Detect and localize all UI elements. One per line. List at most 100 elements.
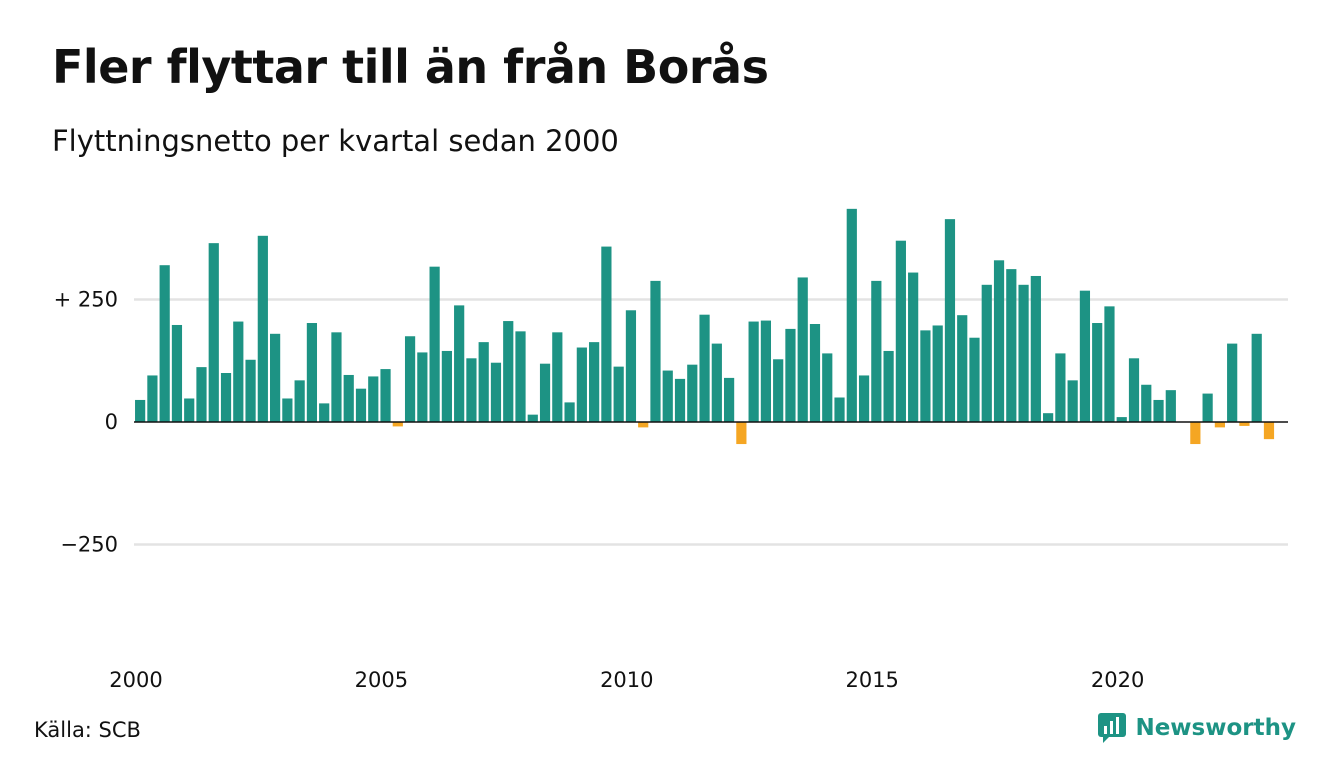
bar-positive: [429, 266, 440, 422]
bar-negative: [392, 422, 403, 427]
bar-positive: [208, 243, 219, 422]
bar-positive: [748, 321, 759, 422]
bar-negative: [1214, 422, 1225, 428]
bar-positive: [589, 342, 600, 422]
chart-title: Fler flyttar till än från Borås: [52, 40, 769, 94]
bar-positive: [564, 402, 575, 422]
bar-positive: [343, 374, 354, 422]
bar-positive: [834, 397, 845, 422]
bar-positive: [773, 359, 784, 422]
bar-positive: [539, 363, 551, 422]
bar-positive: [932, 325, 943, 422]
bar-positive: [1128, 358, 1140, 422]
y-tick-label: 0: [105, 410, 118, 434]
bar-positive: [490, 362, 502, 422]
newsworthy-logo-icon: [1098, 713, 1127, 743]
bar-positive: [944, 219, 956, 422]
bar-positive: [699, 314, 710, 422]
bar-series: [135, 208, 1275, 445]
bar-negative: [638, 422, 649, 428]
source-note: Källa: SCB: [34, 718, 141, 742]
bar-chart: + 250 0 −250 2000 2005 2010 2015 2020: [54, 208, 1288, 692]
bar-positive: [1030, 275, 1041, 422]
bar-positive: [858, 375, 870, 422]
bar-positive: [1251, 333, 1262, 422]
bar-negative: [1239, 422, 1250, 426]
bar-positive: [135, 399, 146, 422]
chart-subtitle: Flyttningsnetto per kvartal sedan 2000: [52, 124, 619, 158]
bar-positive: [270, 333, 281, 422]
bar-positive: [1153, 399, 1164, 422]
bar-positive: [576, 347, 587, 422]
bar-positive: [294, 380, 305, 422]
bar-positive: [1141, 384, 1152, 422]
bar-positive: [171, 324, 183, 422]
bar-positive: [503, 321, 514, 422]
bar-positive: [883, 350, 894, 422]
x-tick-label: 2010: [600, 668, 653, 692]
bar-positive: [687, 364, 698, 422]
bar-negative: [1263, 422, 1275, 440]
bar-positive: [1067, 380, 1078, 422]
gridlines: [134, 298, 1288, 546]
bar-positive: [785, 328, 796, 422]
bar-positive: [1043, 413, 1054, 422]
bar-positive: [331, 332, 342, 422]
bar-positive: [601, 246, 612, 422]
bar-positive: [466, 358, 477, 422]
x-tick-label: 2005: [355, 668, 408, 692]
bar-positive: [993, 260, 1005, 422]
bar-positive: [1104, 306, 1115, 422]
bar-positive: [1227, 343, 1238, 422]
bar-positive: [846, 208, 857, 422]
bar-positive: [871, 280, 882, 422]
bar-positive: [895, 240, 906, 422]
x-axis-ticks: 2000 2005 2010 2015 2020: [109, 668, 1144, 692]
y-axis-ticks: + 250 0 −250: [54, 288, 118, 557]
bar-positive: [454, 305, 465, 422]
brand-name: Newsworthy: [1135, 715, 1296, 741]
y-tick-label: + 250: [54, 288, 118, 312]
y-tick-label: −250: [60, 533, 118, 557]
bar-positive: [196, 367, 207, 422]
bar-positive: [822, 353, 833, 422]
bar-positive: [1079, 290, 1091, 422]
bar-positive: [306, 323, 318, 422]
bar-positive: [441, 350, 452, 422]
brand-logo[interactable]: Newsworthy: [1097, 712, 1296, 744]
bar-negative: [736, 422, 747, 445]
bar-positive: [809, 324, 821, 422]
bar-positive: [797, 277, 808, 422]
x-tick-label: 2000: [109, 668, 162, 692]
bar-positive: [1165, 390, 1176, 422]
bar-positive: [1116, 417, 1127, 422]
bar-positive: [319, 403, 330, 422]
bar-positive: [674, 378, 686, 422]
bar-positive: [1055, 353, 1066, 422]
bar-positive: [908, 272, 919, 422]
bar-positive: [527, 414, 538, 422]
x-tick-label: 2015: [845, 668, 898, 692]
bar-positive: [760, 320, 772, 422]
bar-positive: [478, 342, 489, 422]
bar-positive: [1018, 284, 1029, 422]
bar-positive: [1202, 393, 1213, 422]
bar-positive: [662, 370, 673, 422]
bar-positive: [147, 375, 158, 422]
bar-positive: [220, 373, 232, 422]
bar-positive: [159, 265, 170, 422]
bar-positive: [920, 330, 931, 422]
bar-positive: [613, 366, 624, 422]
bar-positive: [184, 398, 195, 422]
bar-positive: [355, 388, 367, 422]
x-tick-label: 2020: [1091, 668, 1144, 692]
bar-positive: [515, 331, 526, 422]
bar-positive: [981, 284, 992, 422]
bar-positive: [417, 352, 428, 422]
bar-positive: [245, 359, 256, 422]
bar-positive: [957, 315, 968, 422]
bar-positive: [711, 343, 722, 422]
bar-positive: [257, 235, 268, 422]
bar-positive: [282, 398, 293, 422]
bar-positive: [1092, 323, 1103, 422]
